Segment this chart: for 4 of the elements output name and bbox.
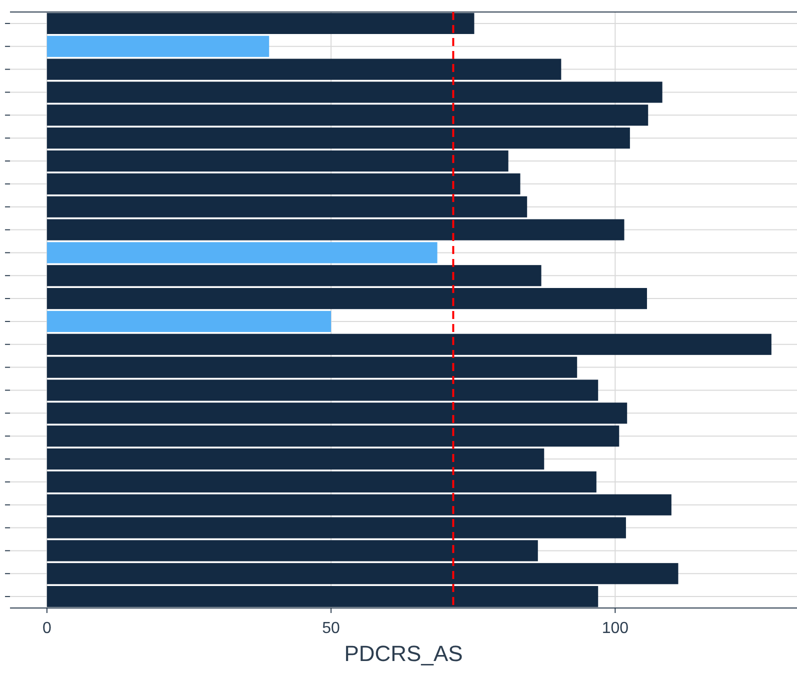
- x-tick-label: 100: [602, 620, 629, 637]
- x-tick-label: 0: [42, 620, 52, 637]
- x-axis-title: PDCRS_AS: [344, 641, 463, 666]
- x-tick-label: 50: [322, 620, 340, 637]
